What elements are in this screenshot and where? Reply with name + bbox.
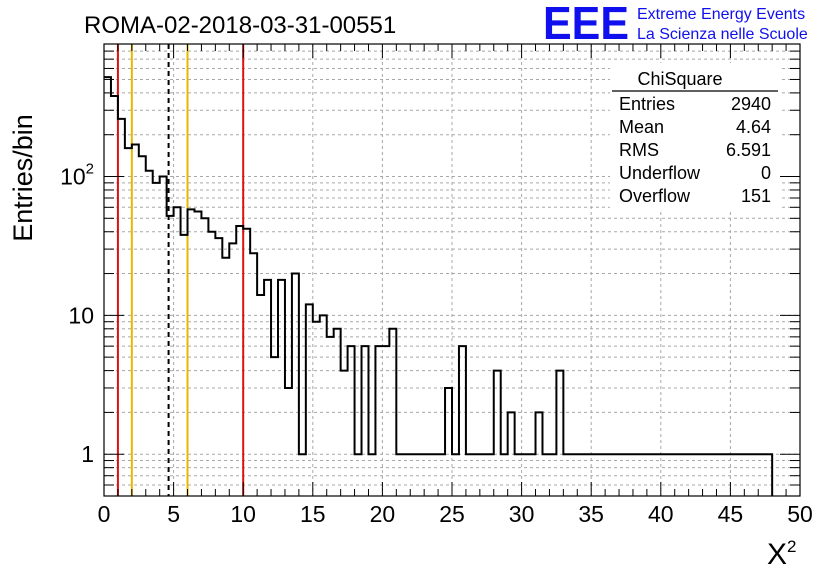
- x-tick-label: 5: [167, 501, 180, 527]
- y-tick-label-exponent: 2: [86, 160, 94, 177]
- x-axis-label-superscript: 2: [787, 537, 796, 556]
- logo-eee-text: EEE: [543, 0, 629, 49]
- chart-title: ROMA-02-2018-03-31-00551: [84, 12, 396, 39]
- x-tick-label: 40: [648, 501, 674, 527]
- y-tick-label: 102: [60, 160, 94, 189]
- stats-value-underflow: 0: [761, 163, 771, 183]
- x-tick-label: 20: [370, 501, 396, 527]
- stats-label-rms: RMS: [619, 140, 659, 160]
- eee-logo: EEE Extreme Energy Events La Scienza nel…: [543, 0, 808, 49]
- x-tick-label: 35: [578, 501, 604, 527]
- x-tick-label: 50: [787, 501, 813, 527]
- stats-value-mean: 4.64: [736, 117, 771, 137]
- x-axis-label-main: X: [767, 538, 787, 571]
- y-axis-label: Entries/bin: [8, 114, 38, 242]
- logo-line-1: Extreme Energy Events: [637, 6, 805, 23]
- axis-ticks: [103, 43, 801, 497]
- histogram-series: [104, 76, 774, 496]
- x-tick-label: 45: [718, 501, 744, 527]
- x-axis-label: X2: [767, 537, 796, 571]
- stats-label-mean: Mean: [619, 117, 664, 137]
- stats-label-entries: Entries: [619, 94, 675, 114]
- logo-line-2: La Scienza nelle Scuole: [637, 26, 808, 43]
- stats-box: ChiSquare Entries 2940 Mean 4.64 RMS 6.5…: [610, 63, 780, 211]
- x-tick-label: 30: [509, 501, 535, 527]
- y-tick-label-base: 10: [60, 163, 86, 189]
- x-tick-labels: 0 5 10 15 20 25 30 35 40 45 50: [98, 501, 813, 527]
- stats-label-underflow: Underflow: [619, 163, 701, 183]
- stats-title: ChiSquare: [637, 69, 722, 89]
- stats-value-rms: 6.591: [726, 140, 771, 160]
- x-tick-label: 10: [230, 501, 256, 527]
- x-tick-label: 15: [300, 501, 326, 527]
- stats-value-entries: 2940: [731, 94, 771, 114]
- x-tick-label: 25: [439, 501, 465, 527]
- stats-box-background: [610, 63, 780, 211]
- y-tick-label: 1: [81, 441, 94, 467]
- stats-label-overflow: Overflow: [619, 186, 691, 206]
- marker-lines: [116, 44, 245, 496]
- histogram-outline: [104, 76, 774, 496]
- stats-value-overflow: 151: [741, 186, 771, 206]
- y-tick-label: 10: [68, 302, 94, 328]
- x-tick-label: 0: [98, 501, 111, 527]
